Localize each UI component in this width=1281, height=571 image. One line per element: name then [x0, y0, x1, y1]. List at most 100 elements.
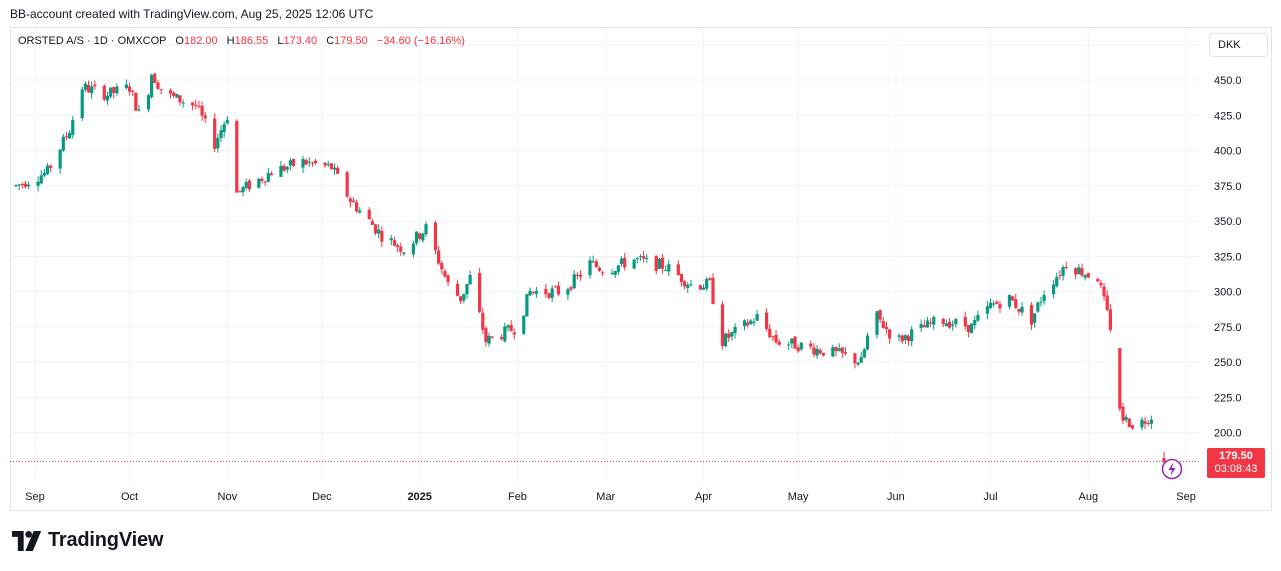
candle [503, 322, 507, 343]
candle-body [433, 222, 438, 251]
candle [509, 320, 513, 332]
candle-body [528, 290, 532, 296]
candlestick-series [14, 72, 1166, 471]
close-value: 179.50 [334, 35, 368, 47]
candle-body [727, 333, 731, 338]
candle [269, 171, 274, 176]
candle [1124, 414, 1128, 423]
tradingview-logo[interactable]: TradingView [12, 529, 163, 552]
candle-body [269, 173, 274, 176]
candle [191, 101, 195, 111]
candle-body [787, 344, 791, 346]
candle-body [840, 347, 844, 353]
lightning-alert-icon[interactable] [1161, 458, 1183, 480]
currency-selector[interactable]: DKK [1209, 33, 1268, 57]
candle [837, 343, 841, 352]
candle [679, 273, 684, 287]
candle-body [531, 291, 535, 293]
candle [985, 301, 989, 320]
candle-body [134, 92, 138, 111]
candle-body [859, 357, 863, 363]
candle-body [1074, 268, 1078, 275]
symbol-name[interactable]: ORSTED A/S · 1D · OMXCOP [18, 35, 167, 47]
candle [575, 271, 579, 280]
price-tick-label: 425.0 [1214, 110, 1242, 122]
candle-body [686, 284, 690, 288]
candle [411, 240, 415, 258]
candle [578, 270, 583, 281]
candle-body [282, 165, 286, 171]
candle [197, 100, 201, 109]
candle [534, 286, 538, 298]
candle-body [304, 160, 308, 165]
candle-body [241, 187, 245, 193]
candle-body [159, 89, 163, 91]
candle [881, 317, 885, 329]
candle [528, 287, 532, 296]
candle [730, 331, 734, 341]
candle [752, 318, 756, 327]
candle [897, 333, 901, 342]
candle [1108, 303, 1112, 333]
candle-body [683, 281, 687, 287]
candle [720, 301, 725, 350]
candle-body [1118, 348, 1122, 409]
candle [235, 119, 239, 193]
candle [572, 269, 576, 290]
candle [1099, 279, 1103, 289]
candle [222, 121, 226, 138]
candle [970, 323, 974, 334]
candle-body [812, 347, 816, 355]
candle [566, 287, 570, 300]
candle [657, 257, 661, 270]
candle [146, 93, 151, 113]
candle-body [544, 288, 548, 295]
candle [815, 345, 819, 359]
candle [632, 259, 636, 270]
candle-body [332, 167, 337, 170]
candle-body [837, 348, 841, 351]
candle-body [988, 302, 993, 308]
candle [553, 285, 557, 288]
candle [793, 335, 797, 349]
candle [225, 115, 229, 125]
candle-body [506, 325, 510, 328]
candle-body [137, 109, 141, 111]
candle [414, 231, 419, 246]
candle [746, 319, 750, 328]
close-label: C [326, 35, 335, 47]
candle [787, 341, 791, 351]
candle [1017, 308, 1021, 316]
time-tick-label: Sep [1176, 491, 1196, 503]
candle-body [411, 243, 415, 255]
candle-body [1052, 284, 1056, 295]
candle-body [834, 347, 838, 351]
candle-body [396, 245, 400, 247]
candle-body [213, 118, 217, 150]
candle [976, 310, 980, 323]
candle-body [465, 283, 469, 295]
candle [418, 232, 422, 241]
candle [765, 308, 769, 332]
candle [27, 181, 31, 190]
candle [594, 259, 598, 268]
candle [623, 252, 627, 271]
candle [440, 260, 444, 275]
candle [367, 207, 371, 220]
candle [102, 84, 106, 102]
candle [23, 180, 28, 189]
candle-body [610, 273, 614, 275]
candle-body [720, 304, 725, 346]
candle [689, 280, 693, 287]
candle-body [746, 322, 750, 326]
candle [929, 318, 933, 327]
candle-body [323, 162, 327, 166]
time-tick-label: Apr [695, 491, 712, 503]
candle [1096, 277, 1100, 282]
bar-countdown: 03:08:43 [1214, 463, 1258, 475]
candle-body [71, 120, 75, 135]
candle-body [112, 87, 116, 94]
candle [840, 347, 844, 358]
candle-body [329, 163, 333, 170]
